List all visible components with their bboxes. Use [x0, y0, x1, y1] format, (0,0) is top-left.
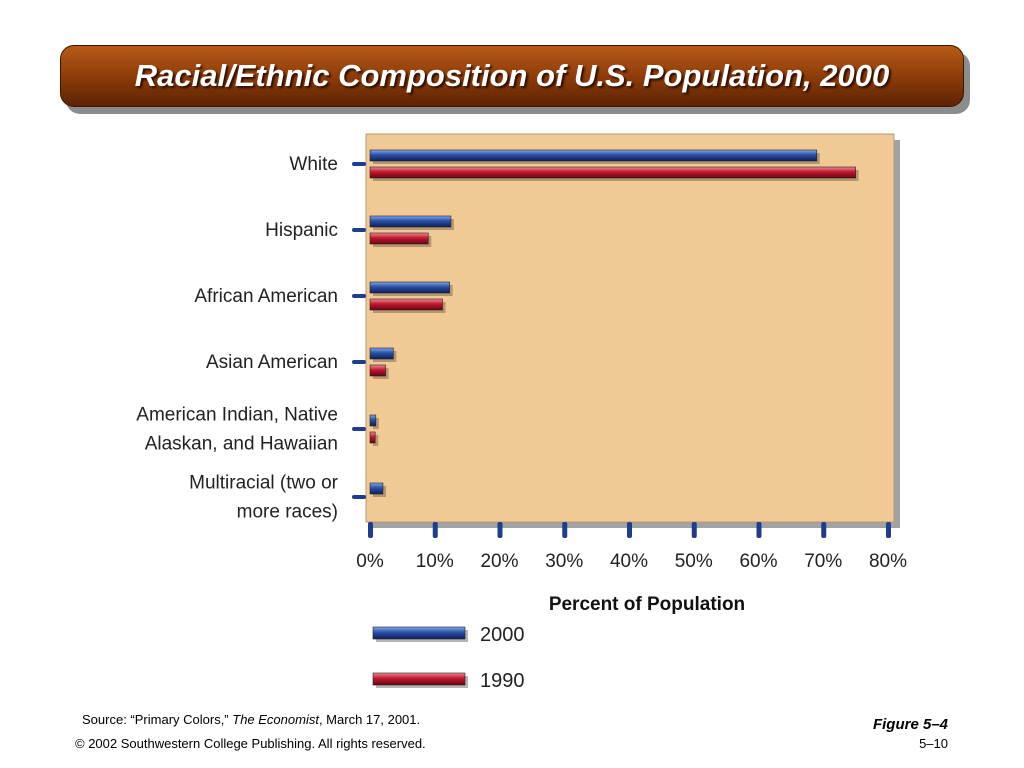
page-number: 5–10 [919, 736, 948, 751]
category-label: Alaskan, and Hawaiian [145, 434, 338, 455]
title-banner: Racial/Ethnic Composition of U.S. Popula… [60, 45, 964, 107]
x-axis-label: Percent of Population [549, 594, 745, 615]
page-title: Racial/Ethnic Composition of U.S. Popula… [134, 58, 890, 93]
y-tick [352, 360, 366, 364]
bar-2000 [369, 482, 384, 495]
y-tick [352, 162, 366, 166]
x-tick-label: 0% [356, 551, 384, 572]
source-prefix: Source: “Primary Colors,” [82, 712, 233, 727]
bar-2000 [369, 281, 450, 294]
x-tick [368, 522, 373, 538]
x-tick-label: 30% [545, 551, 583, 572]
plot-area [365, 133, 895, 523]
x-tick-label: 50% [675, 551, 713, 572]
category-label: White [289, 154, 338, 175]
x-tick-label: 10% [416, 551, 454, 572]
x-tick-label: 80% [869, 551, 907, 572]
figure-label: Figure 5–4 [872, 716, 948, 733]
bar-1990 [369, 431, 376, 444]
bar-1990 [369, 232, 429, 245]
category-label: Hispanic [265, 220, 338, 241]
category-label: Asian American [206, 352, 338, 373]
y-tick [352, 228, 366, 232]
bar-1990 [373, 435, 379, 446]
x-tick [497, 522, 503, 538]
x-tick [562, 522, 568, 538]
x-tick-label: 70% [804, 551, 842, 572]
source-publication: The Economist [232, 712, 319, 727]
category-label: more races) [237, 502, 338, 523]
copyright-notice: © 2002 Southwestern College Publishing. … [75, 736, 426, 751]
x-tick [756, 522, 762, 538]
bar-1990 [369, 166, 856, 179]
legend-label-1990: 1990 [480, 670, 525, 692]
bar-2000 [369, 149, 818, 162]
bar-1990 [369, 364, 386, 377]
category-label: African American [194, 286, 338, 307]
y-tick [352, 495, 366, 499]
x-tick [627, 522, 632, 538]
x-tick-label: 40% [610, 551, 648, 572]
x-tick-label: 60% [739, 551, 777, 572]
legend-swatch-2000 [372, 626, 466, 640]
legend-label-2000: 2000 [480, 624, 525, 646]
x-tick [432, 522, 438, 538]
x-tick [691, 522, 697, 538]
x-tick [821, 522, 827, 538]
category-label: Multiracial (two or [189, 473, 339, 494]
y-tick [352, 427, 366, 431]
source-note: Source: “Primary Colors,” The Economist,… [82, 712, 420, 727]
bar-2000 [369, 215, 452, 228]
source-suffix: , March 17, 2001. [318, 712, 421, 727]
y-tick [352, 294, 366, 298]
bar-1990 [369, 298, 443, 311]
x-tick [886, 522, 891, 538]
bar-2000 [369, 414, 377, 427]
x-tick-label: 20% [480, 551, 518, 572]
legend-swatch-1990 [372, 672, 466, 686]
category-label: American Indian, Native [136, 405, 338, 426]
bar-2000 [369, 347, 394, 360]
